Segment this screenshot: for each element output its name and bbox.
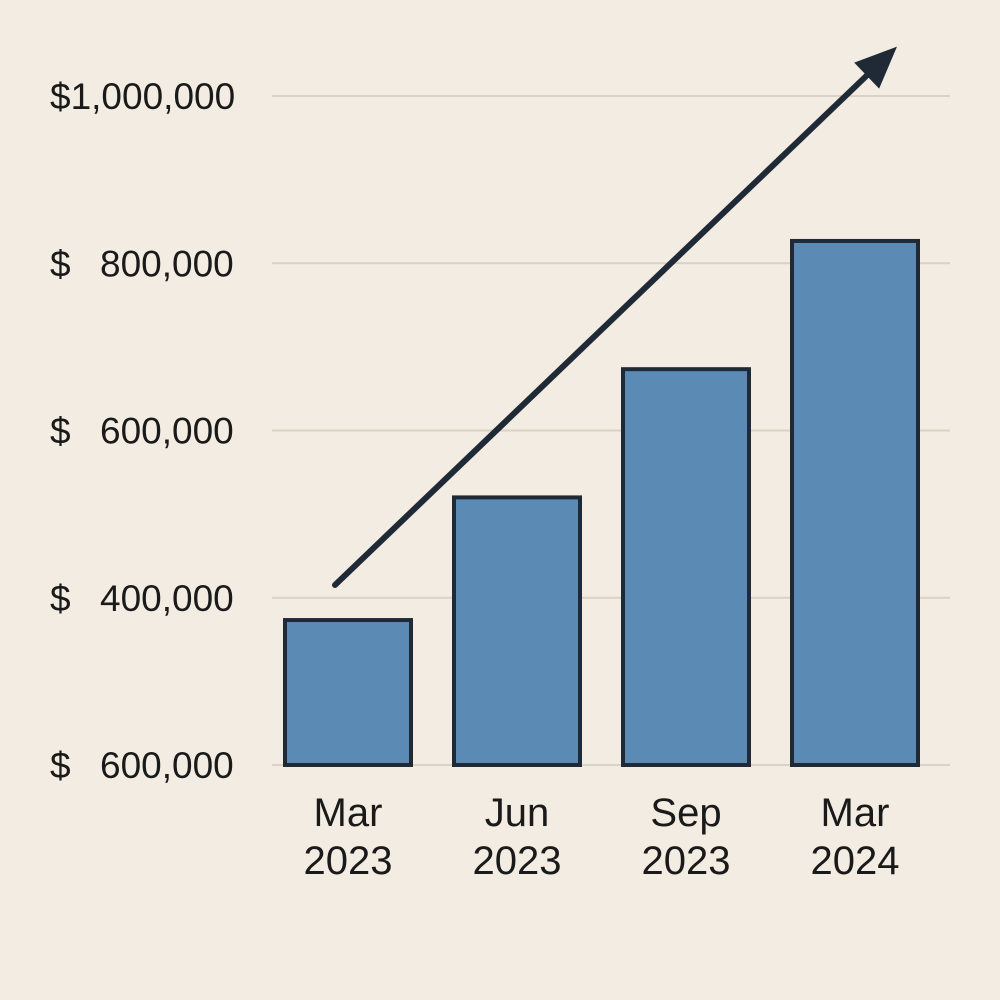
trend-arrow-shaft <box>332 69 873 588</box>
y-tick-currency-symbol: $ <box>50 243 71 284</box>
trend-arrow-group <box>332 46 897 588</box>
y-tick-currency-symbol: $ <box>50 578 71 619</box>
bar <box>452 495 582 767</box>
x-tick-label-month: Mar <box>314 791 383 835</box>
x-tick-label-year: 2023 <box>642 839 731 883</box>
y-axis-tick-labels: $600,000 $ 400,000 $ 600,000 $ 800,000 $1,000,0… <box>50 76 235 786</box>
bar <box>621 367 751 767</box>
bar <box>283 618 413 767</box>
y-tick-currency-symbol: $ <box>50 411 71 452</box>
y-tick-label: 800,000 <box>100 243 234 284</box>
x-tick-label-year: 2023 <box>304 839 393 883</box>
bars <box>283 238 920 767</box>
x-tick-label-year: 2024 <box>811 839 900 883</box>
y-tick-label: 600,000 <box>100 745 234 786</box>
x-tick-label-year: 2023 <box>473 839 562 883</box>
x-tick-label-month: Jun <box>485 791 550 835</box>
x-tick-label-month: Sep <box>650 791 721 835</box>
x-tick-label-month: Mar <box>821 791 890 835</box>
y-tick-label: 600,000 <box>100 411 234 452</box>
y-tick-label: $1,000,000 <box>50 76 235 117</box>
bar <box>790 238 920 767</box>
trend-arrow-head <box>854 46 897 89</box>
y-tick-currency-symbol: $ <box>50 745 71 786</box>
y-tick-label: 400,000 <box>100 578 234 619</box>
